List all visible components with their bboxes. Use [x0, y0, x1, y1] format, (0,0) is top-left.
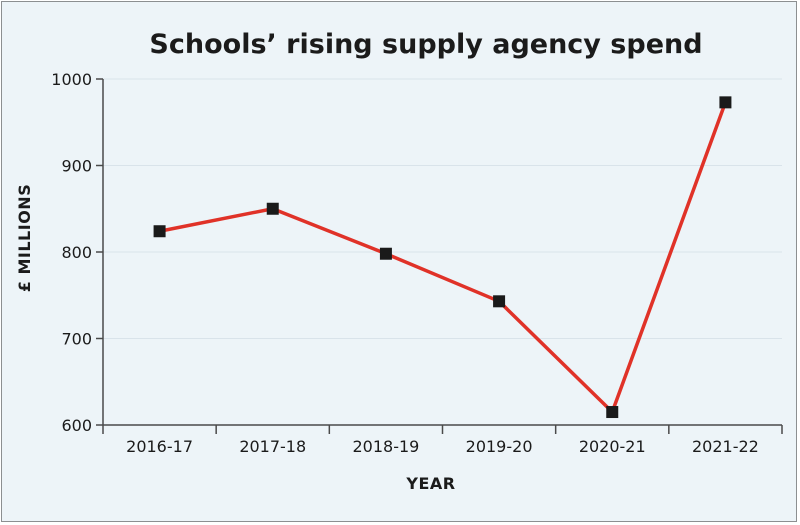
data-point-2016-17	[153, 225, 166, 238]
x-axis-title: YEAR	[405, 474, 455, 493]
x-tick-label: 2017-18	[239, 437, 306, 456]
y-axis-title: £ MILLIONS	[15, 184, 34, 292]
y-tick-label: 600	[61, 416, 92, 435]
gridlines	[103, 78, 782, 339]
x-tick-label: 2016-17	[126, 437, 193, 456]
x-tick-labels: 2016-17 2017-18 2018-19 2019-20 2020-21 2021-…	[126, 437, 759, 456]
chart-title: Schools’ rising supply agency spend	[149, 29, 702, 60]
series-line-0	[159, 101, 728, 414]
x-tick-label: 2018-19	[352, 437, 419, 456]
data-point-2017-18	[266, 202, 279, 215]
x-tick-label: 2019-20	[466, 437, 533, 456]
y-tick-labels: 600 700 800 900 1000	[51, 70, 92, 435]
x-tick-label: 2021-22	[692, 437, 759, 456]
data-point-2021-22	[719, 96, 732, 109]
y-tick-label: 900	[61, 157, 92, 176]
y-tick-label: 800	[61, 243, 92, 262]
y-tick-label: 1000	[51, 70, 92, 89]
y-tick-label: 700	[61, 330, 92, 349]
data-point-2018-19	[379, 247, 392, 260]
data-point-2019-20	[493, 295, 506, 308]
axes	[96, 78, 783, 434]
data-markers	[153, 96, 732, 419]
x-tick-label: 2020-21	[579, 437, 646, 456]
data-point-2020-21	[606, 406, 619, 419]
series-line	[159, 101, 728, 414]
